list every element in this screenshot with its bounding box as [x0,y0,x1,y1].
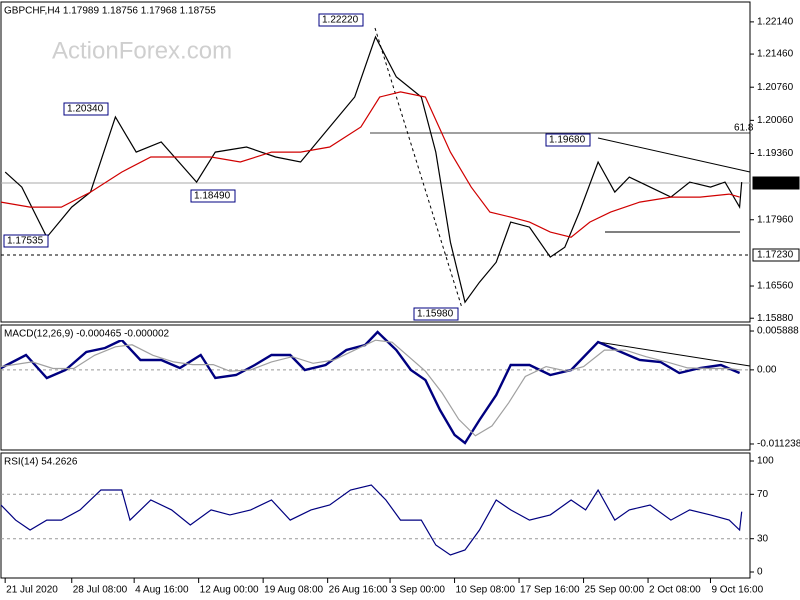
y-tick-label: 1.19360 [757,148,794,159]
panel-frame [0,324,751,451]
series-line [4,35,743,304]
price-annotation-box [413,307,459,321]
price-annotation-box [190,189,236,203]
price-tag: 1.18755 [757,178,794,189]
y-tick-label: -0.011238 [757,439,800,450]
price-annotation: 1.18490 [194,191,231,202]
y-tick-label: 0.005888 [757,326,799,337]
price-annotation: 1.15980 [417,309,454,320]
price-tag: 1.17230 [757,250,794,261]
price-annotation: 1.22220 [322,15,359,26]
y-tick-label: 0.00 [757,364,777,375]
fib-projection [374,27,463,309]
y-tick-label: 1.17960 [757,214,794,225]
price-annotation: 1.20340 [67,104,104,115]
x-tick-label: 9 Oct 16:00 [711,585,763,596]
price-annotation-box [545,133,591,147]
x-tick-label: 19 Aug 08:00 [264,585,323,596]
price-tag-box [752,248,800,262]
x-tick-label: 21 Jul 2020 [6,585,58,596]
price-tag-box [752,176,800,190]
panel-title: GBPCHF,H4 1.17989 1.18756 1.17968 1.1875… [4,6,216,17]
price-annotation-box [318,13,364,27]
x-tick-label: 28 Jul 08:00 [73,585,128,596]
macd-trendline [597,341,751,367]
title-bg [2,456,82,468]
x-tick-label: 3 Sep 00:00 [391,585,445,596]
y-tick-label: 30 [757,533,769,544]
price-annotation: 1.19680 [549,135,586,146]
price-annotation: 1.17535 [7,236,44,247]
price-annotation-box [63,102,109,116]
panel-title: MACD(12,26,9) -0.000465 -0.000002 [4,329,170,340]
y-tick-label: 70 [757,489,769,500]
y-tick-label: 1.20060 [757,115,794,126]
x-tick-label: 4 Aug 16:00 [135,585,189,596]
x-tick-label: 10 Sep 08:00 [456,585,516,596]
y-tick-label: 100 [757,456,774,467]
triangle-top [597,137,751,173]
watermark: ActionForex.com [52,37,232,64]
series-line [0,339,740,437]
title-bg [2,5,225,17]
title-bg [2,328,177,340]
x-tick-label: 25 Sep 00:00 [585,585,645,596]
x-tick-label: 12 Aug 00:00 [200,585,259,596]
x-tick-label: 17 Sep 16:00 [520,585,580,596]
panel-title: RSI(14) 54.2626 [4,457,78,468]
y-tick-label: 1.22140 [757,17,794,28]
x-tick-label: 2 Oct 08:00 [649,585,701,596]
x-tick-label: 26 Aug 16:00 [329,585,388,596]
y-tick-label: 0 [757,567,763,578]
series-line [0,484,743,556]
panel-frame [0,1,751,323]
y-tick-label: 1.21460 [757,49,794,60]
y-tick-label: 1.16560 [757,281,794,292]
y-tick-label: 1.20760 [757,82,794,93]
panel-frame [0,452,751,579]
series-line [0,91,740,238]
price-annotation-box [3,234,49,248]
fib-label: 61.8 [734,123,754,134]
y-tick-label: 1.15880 [757,313,794,324]
